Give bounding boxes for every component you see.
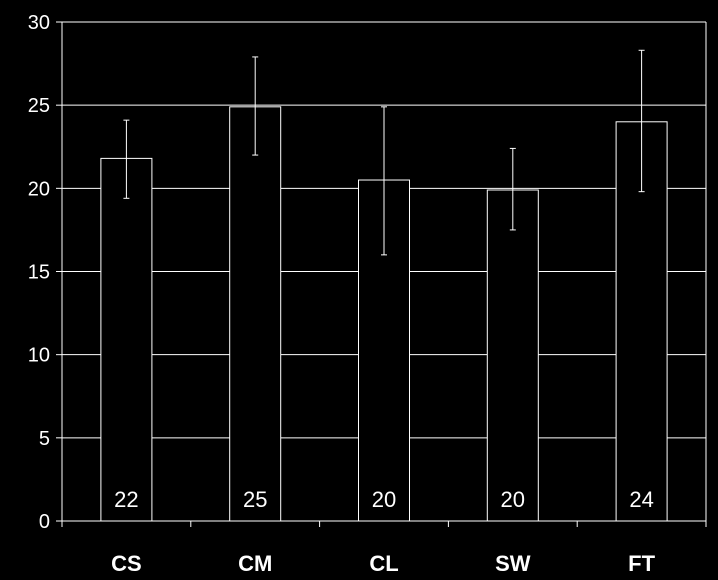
y-tick-label-30: 30 [28, 12, 50, 34]
y-axis-ticks: 0 5 10 15 20 25 30 [28, 12, 62, 533]
data-label-ft: 24 [629, 487, 653, 512]
x-category-label-cm: CM [238, 551, 272, 576]
y-tick-label-5: 5 [39, 428, 50, 450]
x-category-label-cl: CL [369, 551, 398, 576]
error-bars [123, 49, 645, 256]
x-axis-categories: CS CM CL SW FT [111, 551, 655, 576]
data-label-cl: 20 [372, 487, 396, 512]
data-label-cm: 25 [243, 487, 267, 512]
y-tick-label-20: 20 [28, 178, 50, 200]
bar-cs [100, 157, 153, 522]
axes [61, 22, 707, 527]
bar-sw [486, 189, 539, 522]
y-tick-label-15: 15 [28, 262, 50, 284]
bar-data-labels: 22 25 20 20 24 [114, 487, 654, 512]
x-category-label-sw: SW [495, 551, 531, 576]
data-label-sw: 20 [501, 487, 525, 512]
data-label-cs: 22 [114, 487, 138, 512]
y-tick-label-25: 25 [28, 95, 50, 117]
x-category-label-cs: CS [111, 551, 142, 576]
y-tick-label-10: 10 [28, 345, 50, 367]
bar-cm [229, 106, 282, 522]
y-tick-label-0: 0 [39, 511, 50, 533]
x-category-label-ft: FT [628, 551, 655, 576]
